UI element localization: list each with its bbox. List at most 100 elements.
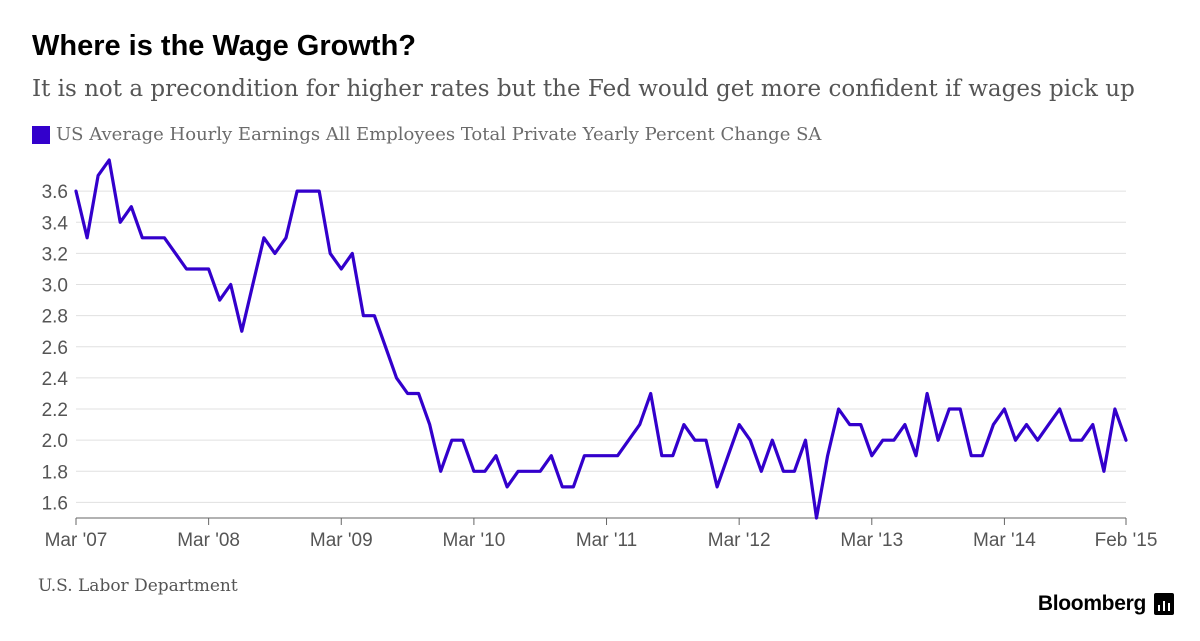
data-point bbox=[174, 252, 176, 254]
data-point bbox=[285, 237, 287, 239]
data-point bbox=[650, 392, 652, 394]
data-point bbox=[926, 392, 928, 394]
x-tick-label: Mar '09 bbox=[310, 530, 373, 551]
data-point bbox=[428, 423, 430, 425]
data-point bbox=[661, 455, 663, 457]
x-tick-label: Mar '12 bbox=[708, 530, 771, 551]
data-point bbox=[384, 346, 386, 348]
data-point bbox=[1103, 470, 1105, 472]
data-point bbox=[1125, 439, 1127, 441]
data-point bbox=[605, 455, 607, 457]
data-point bbox=[683, 423, 685, 425]
data-point bbox=[451, 439, 453, 441]
chart-subtitle: It is not a precondition for higher rate… bbox=[32, 76, 1135, 102]
data-point bbox=[97, 174, 99, 176]
data-point bbox=[252, 283, 254, 285]
y-tick-label: 2.4 bbox=[42, 369, 69, 390]
brand-name: Bloomberg bbox=[1037, 592, 1146, 615]
y-tick-label: 2.6 bbox=[42, 338, 68, 359]
data-point bbox=[119, 221, 121, 223]
data-point bbox=[1058, 408, 1060, 410]
data-point bbox=[263, 237, 265, 239]
data-point bbox=[672, 455, 674, 457]
data-point bbox=[627, 439, 629, 441]
data-point bbox=[395, 377, 397, 379]
data-point bbox=[185, 268, 187, 270]
data-point bbox=[749, 439, 751, 441]
data-point bbox=[152, 237, 154, 239]
data-point bbox=[417, 392, 419, 394]
data-point bbox=[1025, 423, 1027, 425]
data-point bbox=[230, 283, 232, 285]
data-point bbox=[484, 470, 486, 472]
data-point bbox=[1036, 439, 1038, 441]
x-tick-label: Feb '15 bbox=[1095, 530, 1158, 551]
data-point bbox=[848, 423, 850, 425]
data-point bbox=[826, 455, 828, 457]
y-tick-label: 2.8 bbox=[42, 307, 68, 328]
data-point bbox=[727, 455, 729, 457]
bloomberg-terminal-icon bbox=[1154, 593, 1174, 615]
data-point bbox=[959, 408, 961, 410]
data-point bbox=[362, 314, 364, 316]
legend-swatch bbox=[32, 125, 50, 144]
legend: US Average Hourly Earnings All Employees… bbox=[32, 124, 821, 145]
data-point bbox=[207, 268, 209, 270]
data-point bbox=[904, 423, 906, 425]
data-point bbox=[837, 408, 839, 410]
data-point bbox=[771, 439, 773, 441]
data-point bbox=[539, 470, 541, 472]
data-point bbox=[981, 455, 983, 457]
data-point bbox=[196, 268, 198, 270]
y-tick-label: 1.8 bbox=[42, 462, 68, 483]
data-point bbox=[517, 470, 519, 472]
y-tick-label: 2.0 bbox=[42, 431, 68, 452]
data-point bbox=[440, 470, 442, 472]
x-tick-label: Mar '13 bbox=[840, 530, 903, 551]
y-tick-label: 3.6 bbox=[42, 182, 68, 203]
data-point bbox=[318, 190, 320, 192]
data-point bbox=[583, 455, 585, 457]
data-point bbox=[1081, 439, 1083, 441]
data-point bbox=[163, 237, 165, 239]
y-tick-label: 1.6 bbox=[42, 493, 68, 514]
data-point bbox=[329, 252, 331, 254]
y-tick-label: 3.0 bbox=[42, 276, 68, 297]
data-point bbox=[1014, 439, 1016, 441]
data-point bbox=[1092, 423, 1094, 425]
data-point bbox=[473, 470, 475, 472]
x-tick-label: Mar '14 bbox=[973, 530, 1036, 551]
data-point bbox=[108, 159, 110, 161]
series-line bbox=[74, 158, 1128, 520]
data-point bbox=[340, 268, 342, 270]
data-point bbox=[1047, 423, 1049, 425]
y-tick-label: 2.2 bbox=[42, 400, 68, 421]
x-tick-label: Mar '08 bbox=[177, 530, 240, 551]
brand-logo: Bloomberg bbox=[1038, 592, 1174, 616]
data-point bbox=[75, 190, 77, 192]
data-point bbox=[860, 423, 862, 425]
data-point bbox=[274, 252, 276, 254]
data-point bbox=[782, 470, 784, 472]
data-point bbox=[716, 486, 718, 488]
data-point bbox=[937, 439, 939, 441]
data-point bbox=[351, 252, 353, 254]
x-tick-label: Mar '07 bbox=[45, 530, 108, 551]
data-point bbox=[86, 237, 88, 239]
data-point bbox=[506, 486, 508, 488]
data-point bbox=[572, 486, 574, 488]
data-point bbox=[241, 330, 243, 332]
data-point bbox=[528, 470, 530, 472]
data-point bbox=[130, 205, 132, 207]
data-point bbox=[1003, 408, 1005, 410]
chart-title: Where is the Wage Growth? bbox=[32, 30, 417, 62]
data-point bbox=[871, 455, 873, 457]
data-point bbox=[948, 408, 950, 410]
data-point bbox=[1070, 439, 1072, 441]
data-point bbox=[406, 392, 408, 394]
data-point bbox=[561, 486, 563, 488]
x-tick-label: Mar '10 bbox=[443, 530, 506, 551]
data-point bbox=[882, 439, 884, 441]
data-point bbox=[705, 439, 707, 441]
